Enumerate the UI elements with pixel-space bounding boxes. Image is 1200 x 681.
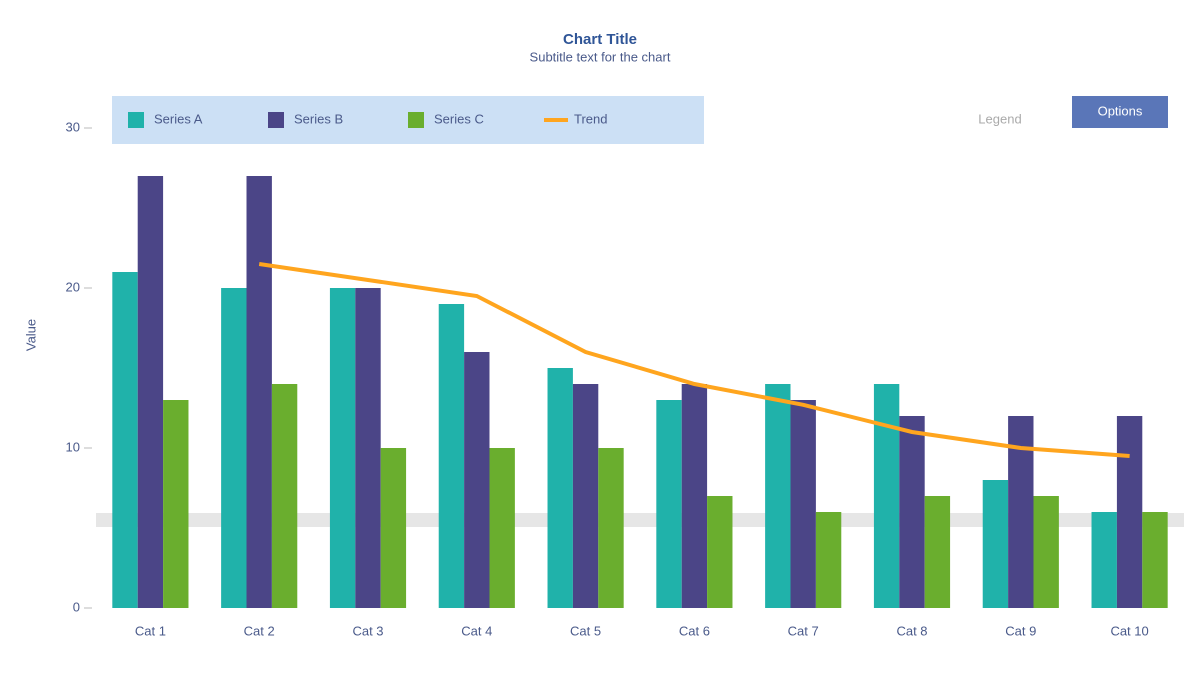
bar [982,480,1009,608]
legend-swatch [128,112,144,128]
bar [438,304,465,608]
legend-label: Series C [434,111,484,126]
bar [163,400,189,608]
bar [899,416,925,608]
x-tick-label: Cat 6 [679,623,710,638]
legend-label: Series A [154,111,203,126]
bar [572,384,599,608]
bar [547,368,573,608]
bar [873,384,900,608]
x-tick-label: Cat 9 [1005,623,1036,638]
legend-swatch [408,112,424,128]
bar [271,384,298,608]
bar [221,288,247,608]
bar [924,496,951,608]
x-tick-label: Cat 7 [788,623,819,638]
bar [1116,416,1143,608]
line [258,262,1130,458]
y-tick-label: 20 [66,279,80,294]
bar [329,288,356,608]
y-tick-label: 10 [66,439,80,454]
x-tick-label: Cat 3 [352,623,383,638]
bar [1142,512,1168,608]
bar [707,496,733,608]
bar [790,400,816,608]
x-tick-label: Cat 10 [1110,623,1148,638]
x-tick-label: Cat 1 [135,623,166,638]
bar [489,448,515,608]
bar [681,384,708,608]
bar [380,448,407,608]
x-tick-label: Cat 2 [244,623,275,638]
bar [112,272,138,608]
chart-subtitle: Subtitle text for the chart [530,49,671,64]
bar [355,288,381,608]
bar [464,352,490,608]
legend-label: Series B [294,111,343,126]
bar [246,176,272,608]
x-tick-label: Cat 8 [896,623,927,638]
legend-label: Trend [574,111,607,126]
legend-swatch [268,112,284,128]
bar [1033,496,1059,608]
bar [815,512,842,608]
bar [1091,512,1117,608]
y-axis-title: Value [23,319,38,351]
y-tick-label: 30 [66,119,80,134]
y-tick-label: 0 [73,599,80,614]
button-label[interactable]: Options [1098,103,1143,118]
bar [137,176,164,608]
bar [598,448,624,608]
chart-title: Chart Title [563,31,637,48]
legend-note: Legend [978,111,1021,126]
bar [765,384,791,608]
x-tick-label: Cat 5 [570,623,601,638]
options-button[interactable] [1072,96,1168,128]
bar [656,400,682,608]
x-tick-label: Cat 4 [461,623,492,638]
